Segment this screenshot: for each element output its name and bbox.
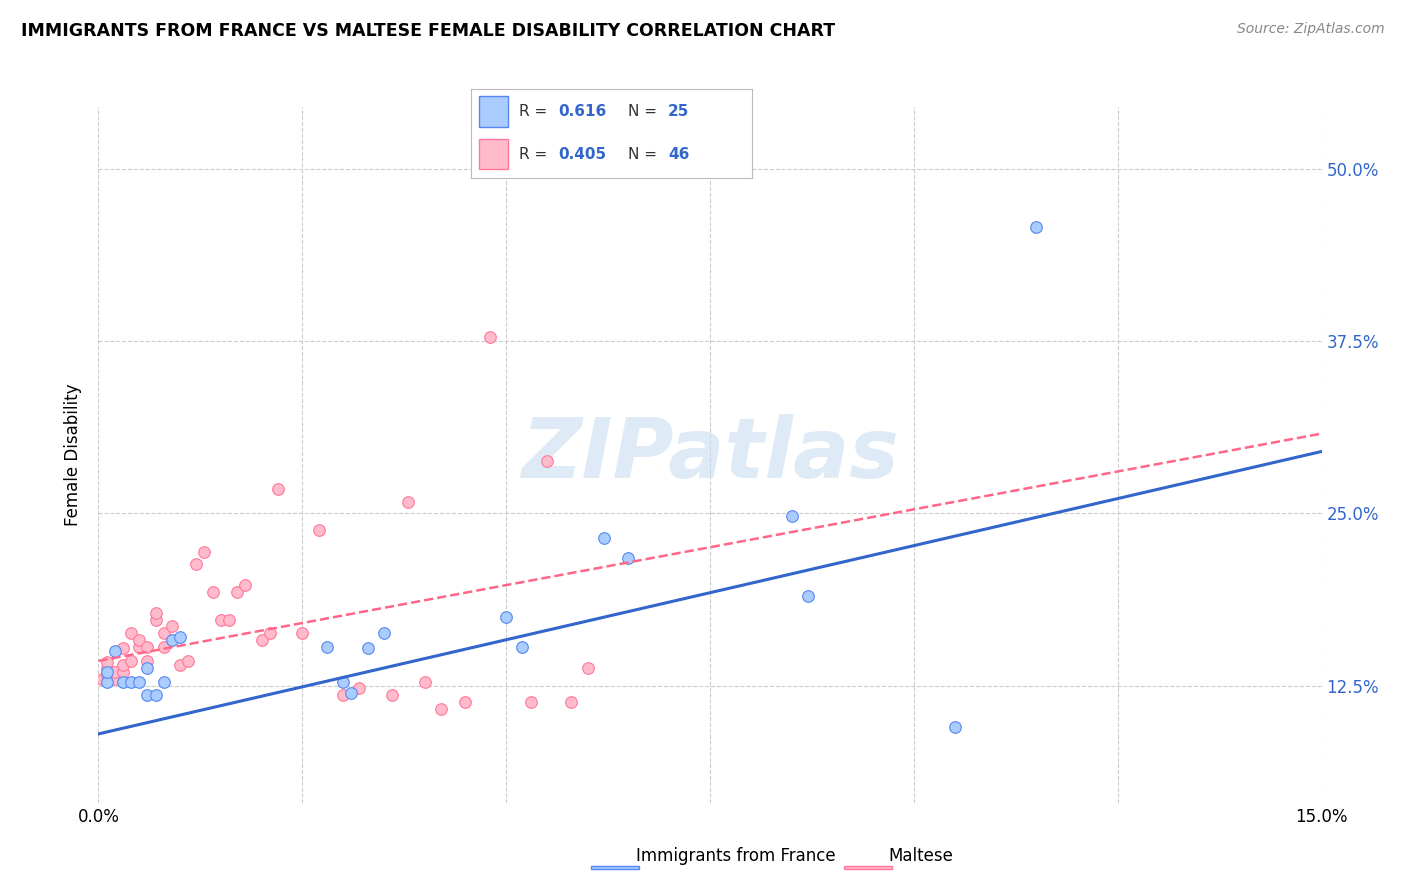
Point — [332, 674, 354, 689]
Point — [340, 685, 363, 699]
Point — [454, 695, 477, 709]
Point — [308, 523, 330, 537]
Text: 25: 25 — [668, 104, 689, 119]
Text: ZIPatlas: ZIPatlas — [522, 415, 898, 495]
Point — [111, 641, 134, 656]
Point — [169, 658, 191, 673]
Point — [495, 609, 517, 624]
Point — [111, 665, 134, 679]
Text: IMMIGRANTS FROM FRANCE VS MALTESE FEMALE DISABILITY CORRELATION CHART: IMMIGRANTS FROM FRANCE VS MALTESE FEMALE… — [21, 22, 835, 40]
Point — [186, 558, 208, 572]
Point — [152, 640, 174, 654]
FancyBboxPatch shape — [479, 139, 508, 169]
Point — [356, 641, 378, 656]
Point — [177, 654, 200, 668]
Point — [373, 626, 395, 640]
Point — [780, 509, 803, 524]
Point — [381, 689, 404, 703]
Point — [136, 661, 159, 675]
Point — [96, 665, 118, 679]
Point — [120, 674, 142, 689]
Point — [519, 695, 541, 709]
Y-axis label: Female Disability: Female Disability — [65, 384, 83, 526]
Point — [128, 640, 150, 654]
Point — [145, 689, 167, 703]
Point — [1025, 219, 1047, 234]
Point — [233, 578, 256, 592]
Point — [96, 667, 118, 681]
FancyBboxPatch shape — [479, 96, 508, 127]
Point — [152, 674, 174, 689]
Text: Immigrants from France: Immigrants from France — [636, 847, 835, 865]
Point — [332, 689, 354, 703]
Point — [169, 631, 191, 645]
Point — [136, 654, 159, 668]
Point — [576, 661, 599, 675]
Point — [593, 531, 616, 545]
Point — [201, 585, 224, 599]
Point — [128, 633, 150, 648]
Point — [120, 654, 142, 668]
Point — [104, 644, 127, 658]
Point — [91, 672, 114, 686]
Text: R =: R = — [519, 147, 553, 161]
Point — [413, 674, 436, 689]
Point — [152, 626, 174, 640]
Point — [160, 619, 183, 633]
Point — [193, 545, 215, 559]
Point — [512, 640, 534, 654]
Point — [96, 661, 118, 675]
Point — [128, 674, 150, 689]
Point — [267, 482, 290, 496]
Point — [560, 695, 582, 709]
Point — [136, 640, 159, 654]
Point — [536, 454, 558, 468]
Text: R =: R = — [519, 104, 553, 119]
Point — [226, 585, 249, 599]
Point — [349, 681, 371, 696]
FancyBboxPatch shape — [844, 866, 893, 869]
Point — [396, 495, 419, 509]
Point — [111, 658, 134, 673]
Text: Maltese: Maltese — [889, 847, 953, 865]
Text: 0.405: 0.405 — [558, 147, 606, 161]
Point — [430, 702, 453, 716]
Text: Source: ZipAtlas.com: Source: ZipAtlas.com — [1237, 22, 1385, 37]
Text: 46: 46 — [668, 147, 689, 161]
Point — [120, 626, 142, 640]
Point — [218, 613, 240, 627]
Point — [259, 626, 281, 640]
Point — [315, 640, 337, 654]
Point — [145, 613, 167, 627]
Point — [136, 689, 159, 703]
Text: N =: N = — [628, 104, 662, 119]
Text: N =: N = — [628, 147, 662, 161]
Point — [797, 589, 820, 603]
Point — [478, 330, 501, 344]
Point — [209, 613, 232, 627]
Point — [617, 550, 640, 565]
Point — [250, 633, 273, 648]
Point — [291, 626, 314, 640]
Text: 0.616: 0.616 — [558, 104, 606, 119]
FancyBboxPatch shape — [591, 866, 640, 869]
Point — [145, 606, 167, 620]
Point — [96, 674, 118, 689]
Point — [96, 655, 118, 669]
Point — [111, 674, 134, 689]
Point — [104, 665, 127, 679]
Point — [943, 720, 966, 734]
Point — [160, 633, 183, 648]
Point — [104, 672, 127, 686]
